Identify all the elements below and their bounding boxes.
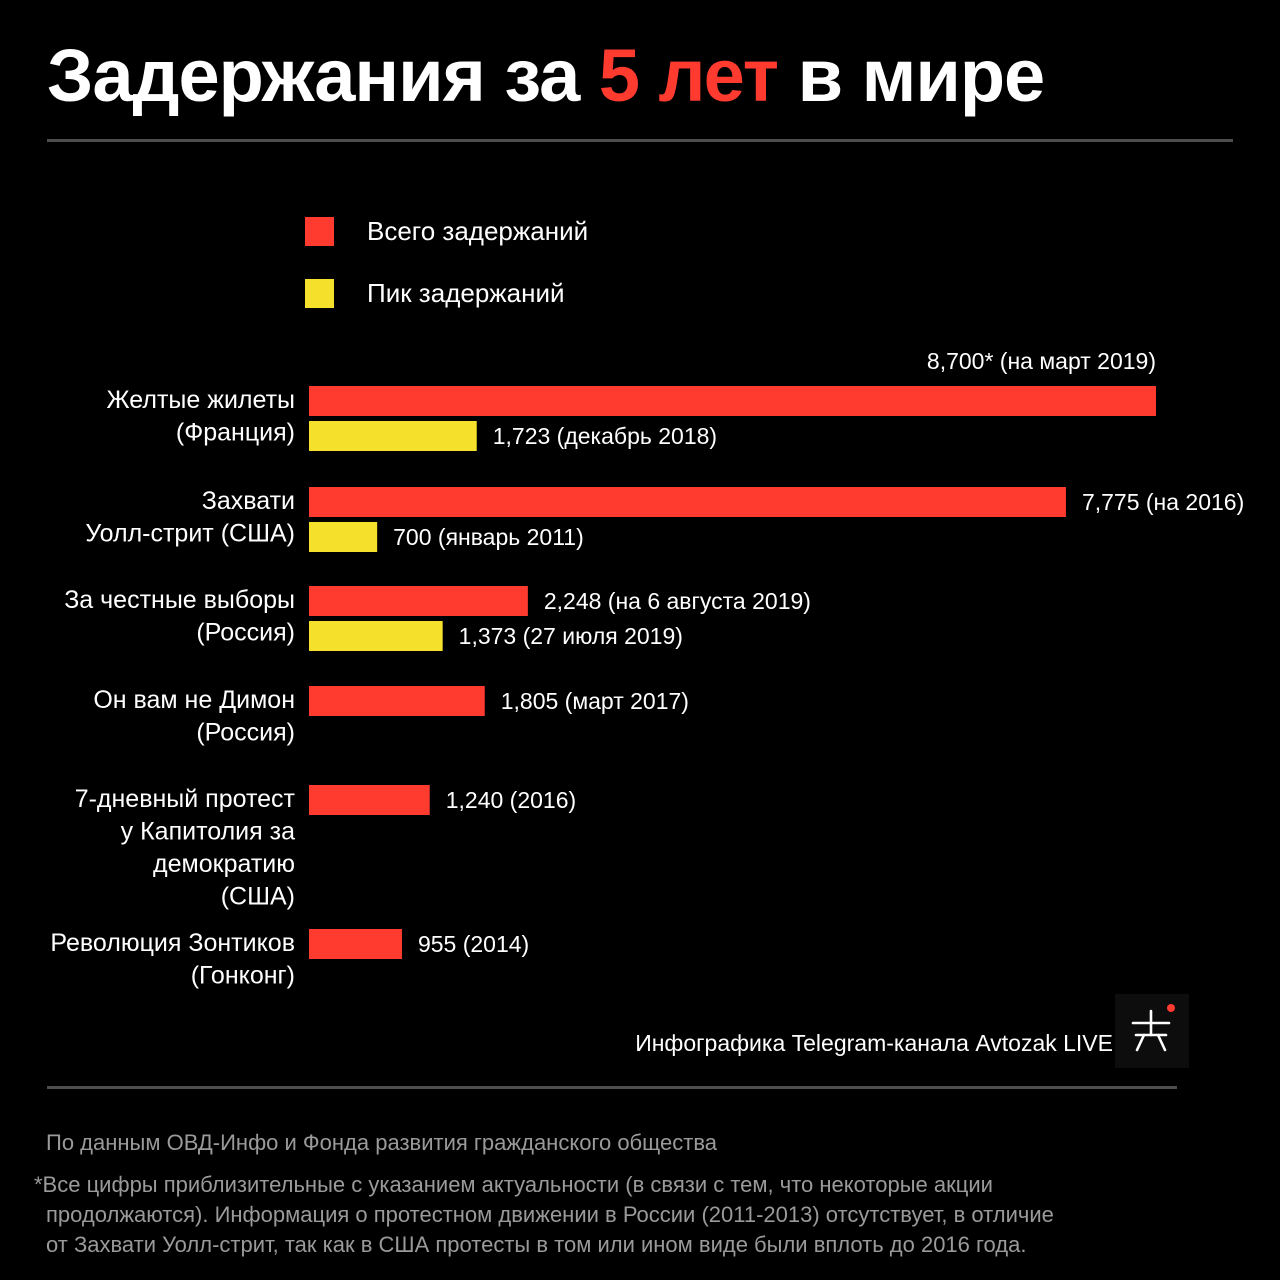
category-label: За честные выборы (Россия) (64, 586, 295, 647)
category-label-line: Уолл-стрит (США) (85, 520, 295, 548)
bar-total (309, 386, 1156, 416)
source-text: По данным ОВД-Инфо и Фонда развития граж… (46, 1130, 717, 1155)
legend-item-total: Всего задержаний (305, 216, 588, 246)
category-label-line: демократию (153, 850, 295, 878)
page-title: Задержания за 5 лет в мире (47, 30, 1046, 123)
title-part2: в мире (778, 34, 1046, 117)
legend-swatch-peak (305, 278, 334, 308)
value-label-total: 955 (2014) (418, 931, 529, 957)
category-label-line: За честные выборы (64, 586, 295, 614)
category-label-line: Революция Зонтиков (50, 929, 295, 957)
category-label-line: 7-дневный протест (75, 785, 296, 813)
bottom-divider (47, 1086, 1177, 1089)
logo-mark-icon (1131, 1009, 1171, 1052)
avtozak-logo (1115, 994, 1189, 1068)
bar-peak (309, 421, 477, 451)
legend-label-total: Всего задержаний (367, 215, 589, 246)
value-label-peak: 1,373 (27 июля 2019) (459, 623, 683, 649)
bar-peak (309, 522, 378, 552)
category-label: Он вам не Димон (Россия) (93, 686, 295, 747)
credit-text: Инфографика Telegram-канала Avtozak LIVE (635, 1030, 1113, 1056)
footnote-line: *Все цифры приблизительные с указанием а… (34, 1172, 993, 1197)
footnote: *Все цифры приблизительные с указанием а… (34, 1170, 1234, 1260)
category-label: Захвати Уолл-стрит (США) (85, 487, 295, 548)
category-label-line: (Россия) (196, 619, 295, 647)
bar-total (309, 487, 1066, 517)
category-label: Желтые жилеты (Франция) (107, 386, 295, 447)
category-label-line: (Россия) (196, 719, 295, 747)
bar-peak (309, 621, 443, 651)
value-label-total: 1,240 (2016) (446, 787, 576, 813)
value-label-total: 7,775 (на 2016) (1082, 489, 1244, 515)
category-label-line: (Гонконг) (191, 962, 295, 990)
category-label-line: Захвати (202, 487, 295, 515)
title-part1: Задержания за (47, 34, 599, 117)
title-accent: 5 лет (598, 34, 779, 117)
footnote-line: продолжаются). Информация о протестном д… (46, 1202, 1054, 1227)
top-divider (47, 139, 1233, 142)
logo-dot-icon (1167, 1004, 1175, 1012)
bar-total (309, 785, 430, 815)
category-label-line: (Франция) (176, 419, 295, 447)
legend-item-peak: Пик задержаний (305, 278, 565, 308)
category-label-line: у Капитолия за (121, 818, 295, 846)
category-label: 7-дневный протест у Капитолия за демократи… (75, 785, 296, 911)
bar-total (309, 586, 528, 616)
category-label-line: Он вам не Димон (93, 686, 295, 714)
category-label: Революция Зонтиков (Гонконг) (50, 929, 295, 990)
category-label-line: (США) (221, 883, 295, 911)
value-label-peak: 700 (январь 2011) (393, 524, 584, 550)
value-label-total: 1,805 (март 2017) (501, 688, 689, 714)
value-label-total: 8,700* (на март 2019) (927, 348, 1156, 374)
legend-label-peak: Пик задержаний (367, 277, 565, 308)
value-label-total: 2,248 (на 6 августа 2019) (544, 588, 811, 614)
bar-chart: Желтые жилеты (Франция) 8,700* (на март 20… (50, 348, 1244, 990)
legend-swatch-total (305, 216, 334, 246)
category-label-line: Желтые жилеты (107, 386, 295, 414)
bar-total (309, 929, 402, 959)
bar-total (309, 686, 485, 716)
value-label-peak: 1,723 (декабрь 2018) (493, 423, 717, 449)
footnote-line: от Захвати Уолл-стрит, так как в США про… (46, 1232, 1027, 1257)
